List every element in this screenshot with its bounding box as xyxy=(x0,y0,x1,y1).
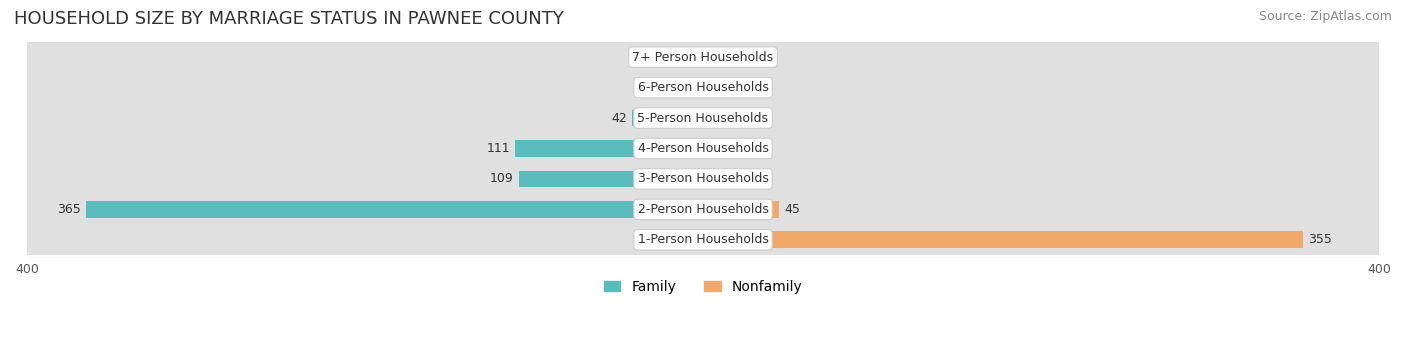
Bar xyxy=(27,133,1379,164)
Bar xyxy=(703,201,779,218)
Text: 365: 365 xyxy=(58,203,82,216)
Text: 0: 0 xyxy=(709,51,716,64)
Bar xyxy=(633,110,703,127)
Text: 17: 17 xyxy=(654,51,669,64)
Text: 0: 0 xyxy=(709,81,716,94)
Bar xyxy=(27,42,1379,72)
Bar xyxy=(27,164,1379,194)
Bar xyxy=(659,79,703,96)
Bar xyxy=(27,225,1379,255)
Text: 355: 355 xyxy=(1308,233,1331,246)
Text: 4-Person Households: 4-Person Households xyxy=(637,142,769,155)
Text: 109: 109 xyxy=(489,173,513,186)
Bar xyxy=(27,72,1379,103)
Text: 6-Person Households: 6-Person Households xyxy=(637,81,769,94)
Text: 0: 0 xyxy=(709,173,716,186)
Bar xyxy=(675,49,703,65)
Bar xyxy=(27,194,1379,225)
Legend: Family, Nonfamily: Family, Nonfamily xyxy=(598,274,808,299)
Text: 3-Person Households: 3-Person Households xyxy=(637,173,769,186)
Text: 111: 111 xyxy=(486,142,510,155)
Text: 0: 0 xyxy=(709,142,716,155)
Text: 45: 45 xyxy=(785,203,800,216)
Text: 0: 0 xyxy=(690,233,697,246)
Bar xyxy=(27,103,1379,133)
Bar xyxy=(519,170,703,187)
Text: HOUSEHOLD SIZE BY MARRIAGE STATUS IN PAWNEE COUNTY: HOUSEHOLD SIZE BY MARRIAGE STATUS IN PAW… xyxy=(14,10,564,28)
Bar xyxy=(86,201,703,218)
Text: 5-Person Households: 5-Person Households xyxy=(637,112,769,124)
Bar xyxy=(703,232,1303,248)
Text: 1-Person Households: 1-Person Households xyxy=(637,233,769,246)
Text: 7+ Person Households: 7+ Person Households xyxy=(633,51,773,64)
Text: 26: 26 xyxy=(638,81,654,94)
Text: 42: 42 xyxy=(612,112,627,124)
Text: Source: ZipAtlas.com: Source: ZipAtlas.com xyxy=(1258,10,1392,23)
Bar xyxy=(516,140,703,157)
Text: 2-Person Households: 2-Person Households xyxy=(637,203,769,216)
Text: 0: 0 xyxy=(709,112,716,124)
